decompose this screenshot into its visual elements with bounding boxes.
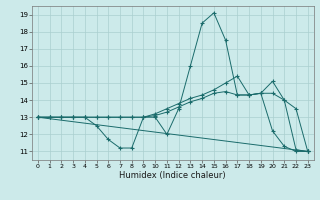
X-axis label: Humidex (Indice chaleur): Humidex (Indice chaleur)	[119, 171, 226, 180]
